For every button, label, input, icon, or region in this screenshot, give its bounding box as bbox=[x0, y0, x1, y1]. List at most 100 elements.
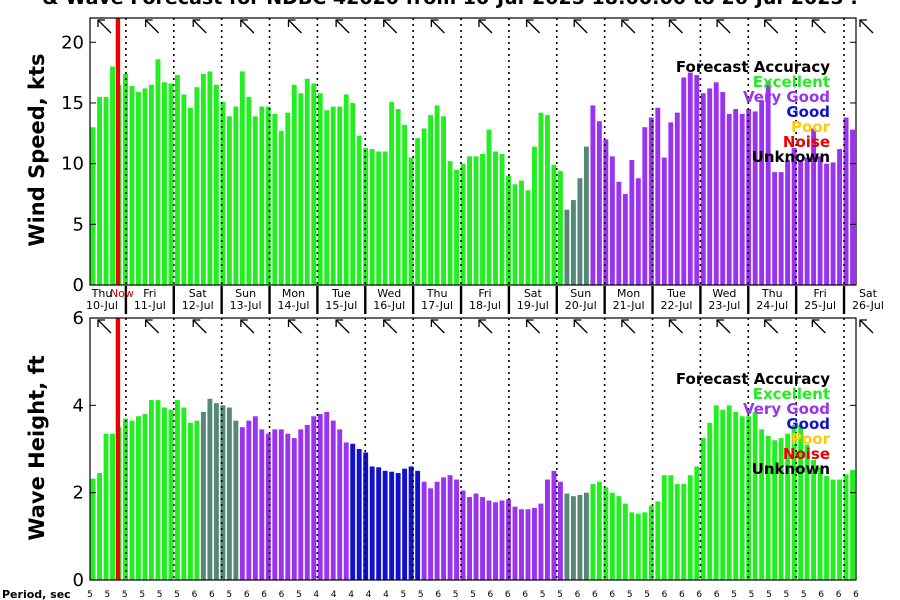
wind-direction-arrow bbox=[859, 319, 874, 334]
bar bbox=[200, 411, 206, 580]
wind-direction-arrow bbox=[192, 319, 207, 334]
bar bbox=[441, 116, 447, 285]
bar bbox=[713, 82, 719, 285]
period-value: 5 bbox=[139, 590, 145, 600]
bar bbox=[785, 160, 791, 285]
bar bbox=[415, 470, 421, 580]
bar bbox=[343, 94, 349, 286]
bar bbox=[330, 106, 336, 285]
x-tick-day: Sat bbox=[189, 287, 208, 300]
bar bbox=[337, 106, 343, 285]
x-tick-date: 24-Jul bbox=[756, 299, 788, 312]
bar bbox=[824, 476, 830, 580]
bar bbox=[674, 112, 680, 285]
bar bbox=[733, 109, 739, 286]
bar bbox=[246, 96, 252, 285]
bar bbox=[545, 479, 550, 580]
plot-frame bbox=[89, 17, 857, 286]
bar bbox=[681, 77, 687, 285]
period-value: 5 bbox=[749, 590, 755, 600]
bar bbox=[194, 87, 200, 286]
bar bbox=[525, 509, 531, 580]
bar bbox=[376, 151, 382, 285]
legend-item: Poor bbox=[791, 430, 831, 448]
bar bbox=[707, 88, 713, 285]
bar bbox=[149, 400, 154, 580]
bar bbox=[668, 122, 674, 286]
bar bbox=[512, 506, 518, 580]
period-value: 6 bbox=[609, 590, 615, 600]
now-marker bbox=[115, 318, 121, 580]
period-value: 4 bbox=[366, 590, 372, 600]
period-value: 5 bbox=[470, 590, 476, 600]
bar bbox=[304, 78, 310, 286]
y-tick-label: 20 bbox=[61, 32, 84, 53]
bar bbox=[830, 162, 836, 285]
period-value: 6 bbox=[261, 590, 267, 600]
bar bbox=[460, 490, 466, 580]
bar bbox=[90, 127, 96, 285]
bar bbox=[687, 72, 693, 285]
bar bbox=[220, 405, 226, 580]
bar bbox=[499, 500, 505, 580]
period-value: 5 bbox=[627, 590, 633, 600]
bar bbox=[811, 459, 817, 580]
wind-direction-arrow bbox=[478, 19, 493, 34]
bar bbox=[298, 429, 304, 580]
bar bbox=[402, 468, 408, 580]
period-value: 5 bbox=[801, 590, 807, 600]
y-tick-label: 10 bbox=[61, 154, 84, 175]
bar bbox=[765, 81, 771, 285]
wind-direction-arrow bbox=[525, 19, 541, 34]
x-tick-date: 23-Jul bbox=[708, 299, 740, 312]
bar bbox=[467, 156, 472, 285]
bar bbox=[181, 407, 187, 580]
y-tick-label: 0 bbox=[73, 275, 84, 296]
bar bbox=[311, 83, 317, 285]
x-tick-day: Thu bbox=[761, 287, 783, 300]
bar bbox=[162, 82, 167, 285]
bar bbox=[824, 163, 830, 285]
period-value: 5 bbox=[226, 590, 232, 600]
bar bbox=[583, 492, 589, 580]
period-value: 5 bbox=[540, 590, 546, 600]
bar bbox=[369, 149, 375, 285]
period-value: 6 bbox=[714, 590, 720, 600]
wind-direction-arrow bbox=[383, 19, 398, 34]
bar bbox=[700, 438, 706, 580]
bar bbox=[434, 105, 440, 285]
legend-item: Poor bbox=[791, 118, 831, 136]
bar bbox=[90, 478, 96, 580]
period-axis-label: Period, sec bbox=[2, 588, 71, 600]
period-value: 6 bbox=[592, 590, 598, 600]
bar bbox=[207, 398, 213, 580]
period-value: 6 bbox=[522, 590, 528, 600]
wind-direction-arrow bbox=[430, 19, 445, 34]
bar bbox=[674, 483, 680, 580]
now-label: Now bbox=[110, 287, 134, 300]
period-value: 5 bbox=[105, 590, 111, 600]
bar bbox=[200, 73, 206, 285]
bar bbox=[213, 84, 219, 285]
bar bbox=[415, 138, 421, 285]
bar bbox=[324, 110, 330, 286]
x-tick-day: Sat bbox=[524, 287, 543, 300]
bar bbox=[519, 180, 524, 285]
bar bbox=[473, 156, 479, 285]
bar bbox=[317, 93, 323, 285]
bar bbox=[850, 469, 855, 580]
bar bbox=[538, 112, 544, 285]
period-value: 5 bbox=[296, 590, 302, 600]
bar bbox=[720, 409, 726, 580]
bar bbox=[408, 466, 414, 580]
wind-direction-arrow bbox=[240, 319, 255, 334]
bar bbox=[655, 501, 661, 580]
bar bbox=[142, 88, 148, 285]
bar bbox=[622, 503, 628, 580]
bar bbox=[389, 101, 395, 286]
period-value: 6 bbox=[696, 590, 702, 600]
legend-title: Forecast Accuracy bbox=[676, 58, 830, 76]
period-value: 5 bbox=[122, 590, 128, 600]
bar bbox=[557, 170, 563, 285]
bar bbox=[694, 466, 700, 580]
